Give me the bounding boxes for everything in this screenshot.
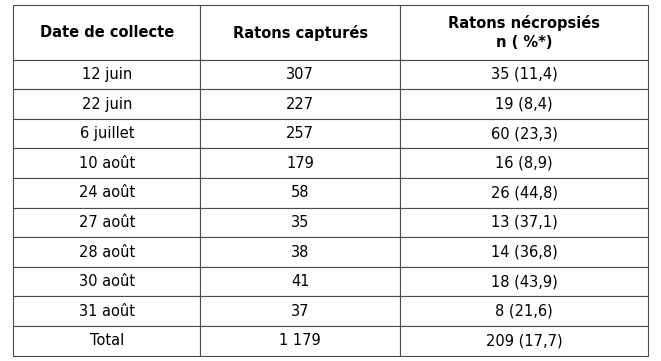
Text: 37: 37 <box>291 304 309 319</box>
Text: 257: 257 <box>286 126 315 141</box>
Text: Ratons nécropsiés
n ( %*): Ratons nécropsiés n ( %*) <box>448 15 600 51</box>
Bar <box>200 178 401 208</box>
Bar <box>13 267 200 296</box>
Bar <box>401 267 648 296</box>
Text: 31 août: 31 août <box>79 304 135 319</box>
Bar <box>200 267 401 296</box>
Bar <box>200 5 401 60</box>
Bar <box>13 208 200 237</box>
Bar <box>401 326 648 356</box>
Text: 307: 307 <box>286 67 314 82</box>
Bar <box>200 296 401 326</box>
Bar <box>401 208 648 237</box>
Bar <box>401 237 648 267</box>
Text: 27 août: 27 août <box>79 215 135 230</box>
Text: 8 (21,6): 8 (21,6) <box>495 304 553 319</box>
Text: 30 août: 30 août <box>79 274 135 289</box>
Text: 18 (43,9): 18 (43,9) <box>490 274 557 289</box>
Text: 14 (36,8): 14 (36,8) <box>490 244 557 260</box>
Bar <box>401 89 648 119</box>
Text: 22 juin: 22 juin <box>81 97 132 112</box>
Text: 1 179: 1 179 <box>280 333 321 348</box>
Bar <box>200 119 401 148</box>
Text: 12 juin: 12 juin <box>82 67 132 82</box>
Text: Date de collecte: Date de collecte <box>40 25 174 40</box>
Text: 35 (11,4): 35 (11,4) <box>490 67 557 82</box>
Text: 6 juillet: 6 juillet <box>79 126 134 141</box>
Bar <box>401 148 648 178</box>
Text: 26 (44,8): 26 (44,8) <box>490 185 557 200</box>
Bar <box>13 148 200 178</box>
Text: 227: 227 <box>286 97 315 112</box>
Text: 58: 58 <box>291 185 309 200</box>
Bar <box>13 60 200 89</box>
Text: Total: Total <box>90 333 124 348</box>
Text: 60 (23,3): 60 (23,3) <box>490 126 557 141</box>
Text: 10 août: 10 août <box>79 156 135 171</box>
Bar <box>13 326 200 356</box>
Text: 35: 35 <box>292 215 309 230</box>
Text: 24 août: 24 août <box>79 185 135 200</box>
Bar <box>200 89 401 119</box>
Text: 19 (8,4): 19 (8,4) <box>495 97 553 112</box>
Bar <box>13 89 200 119</box>
Bar <box>13 237 200 267</box>
Bar <box>401 296 648 326</box>
Bar <box>13 5 200 60</box>
Text: 41: 41 <box>291 274 309 289</box>
Bar <box>13 178 200 208</box>
Bar <box>200 148 401 178</box>
Bar <box>200 208 401 237</box>
Bar <box>13 119 200 148</box>
Bar <box>200 60 401 89</box>
Bar <box>13 296 200 326</box>
Bar <box>401 119 648 148</box>
Bar <box>401 60 648 89</box>
Text: 209 (17,7): 209 (17,7) <box>486 333 563 348</box>
Bar <box>200 237 401 267</box>
Text: 28 août: 28 août <box>79 244 135 260</box>
Text: 179: 179 <box>286 156 314 171</box>
Bar <box>401 178 648 208</box>
Bar <box>200 326 401 356</box>
Text: 13 (37,1): 13 (37,1) <box>490 215 557 230</box>
Text: 38: 38 <box>292 244 309 260</box>
Text: Ratons capturés: Ratons capturés <box>233 25 368 40</box>
Text: 16 (8,9): 16 (8,9) <box>495 156 553 171</box>
Bar <box>401 5 648 60</box>
